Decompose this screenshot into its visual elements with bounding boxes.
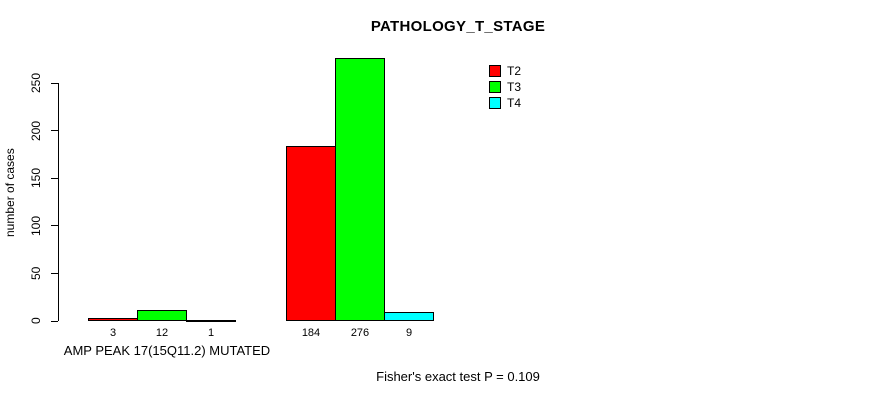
legend-swatch-t4 xyxy=(489,97,501,109)
y-tick-mark xyxy=(51,272,58,274)
legend-label-t3: T3 xyxy=(507,80,522,94)
y-tick-label: 50 xyxy=(29,266,43,281)
legend-item-t3: T3 xyxy=(489,79,521,95)
bar-value-label: 12 xyxy=(155,327,169,339)
bar-t4-group2 xyxy=(384,312,434,321)
fisher-test-note: Fisher's exact test P = 0.109 xyxy=(376,369,540,384)
legend-item-t4: T4 xyxy=(489,95,521,111)
bar-value-label: 1 xyxy=(207,327,215,339)
y-tick-label: 150 xyxy=(29,168,43,189)
x-category-label: AMP PEAK 17(15Q11.2) MUTATED xyxy=(63,343,271,358)
y-axis xyxy=(58,83,59,321)
bar-t3-group1 xyxy=(137,310,187,321)
legend-swatch-t3 xyxy=(489,81,501,93)
y-axis-title: number of cases xyxy=(3,148,17,238)
y-tick-mark xyxy=(51,320,58,322)
legend: T2 T3 T4 xyxy=(489,63,521,111)
bar-t2-group1 xyxy=(88,318,138,321)
y-tick-mark xyxy=(51,177,58,179)
y-tick-mark xyxy=(51,82,58,84)
legend-swatch-t2 xyxy=(489,65,501,77)
y-tick-label: 200 xyxy=(29,120,43,141)
chart-title: PATHOLOGY_T_STAGE xyxy=(370,18,546,35)
legend-label-t2: T2 xyxy=(507,64,522,78)
bar-value-label: 276 xyxy=(350,327,370,339)
y-tick-mark xyxy=(51,130,58,132)
legend-item-t2: T2 xyxy=(489,63,521,79)
bar-value-label: 9 xyxy=(405,327,413,339)
bar-value-label: 184 xyxy=(301,327,321,339)
bar-t4-group1 xyxy=(186,320,236,322)
y-tick-mark xyxy=(51,225,58,227)
legend-label-t4: T4 xyxy=(507,96,522,110)
bar-t2-group2 xyxy=(286,146,336,321)
bar-t3-group2 xyxy=(335,58,385,321)
bar-value-label: 3 xyxy=(109,327,117,339)
y-tick-label: 100 xyxy=(29,215,43,236)
y-tick-label: 250 xyxy=(29,72,43,94)
y-tick-label: 0 xyxy=(29,317,43,325)
